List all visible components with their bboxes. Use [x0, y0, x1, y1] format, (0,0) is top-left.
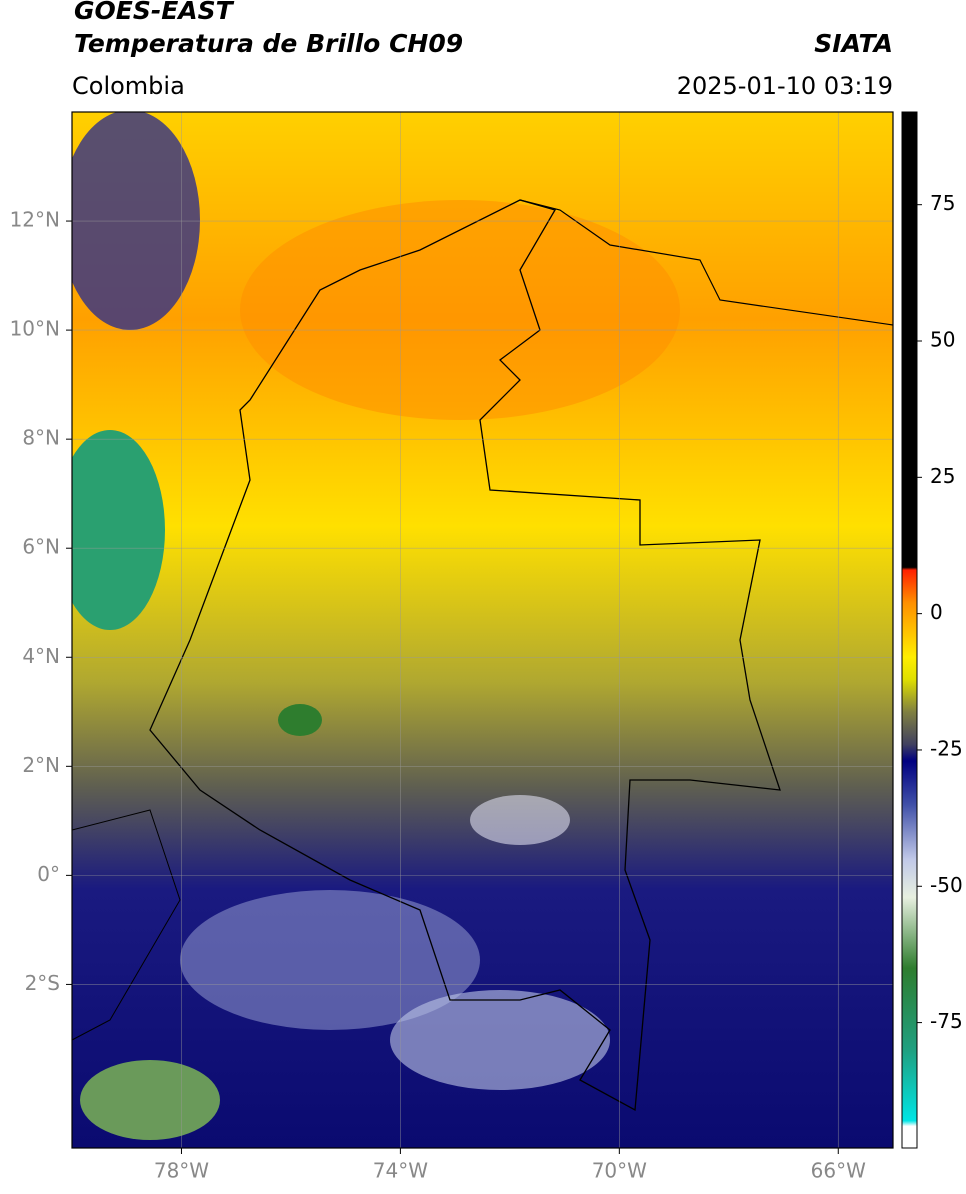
satellite-image: [72, 112, 893, 1148]
grid: [72, 112, 893, 1148]
colorbar-tick-label: -25: [930, 736, 963, 760]
y-tick-label: 2°N: [22, 753, 60, 777]
y-tick-label: 12°N: [10, 208, 60, 232]
colorbar: [901, 111, 918, 1149]
subtitle: Temperatura de Brillo CH09: [74, 29, 463, 58]
colorbar-tick-label: -75: [930, 1009, 963, 1033]
colorbar-tick-label: 25: [930, 464, 955, 488]
map-frame: [71, 111, 894, 1149]
source: SIATA: [814, 29, 893, 58]
y-tick-label: 0°: [37, 862, 60, 886]
colorbar-tick-label: 75: [930, 191, 955, 215]
y-tick-label: 6°N: [22, 535, 60, 559]
y-tick-label: 8°N: [22, 426, 60, 450]
x-tick-label: 74°W: [373, 1159, 428, 1183]
x-tick-label: 78°W: [154, 1159, 209, 1183]
y-tick-label: 10°N: [10, 317, 60, 341]
colorbar-tick-label: -50: [930, 873, 963, 897]
x-tick-label: 70°W: [592, 1159, 647, 1183]
colorbar-tick-label: 50: [930, 328, 955, 352]
y-tick-label: 2°S: [25, 971, 60, 995]
title: GOES-EAST: [74, 0, 235, 25]
x-tick-label: 66°W: [811, 1159, 866, 1183]
timestamp: 2025-01-10 03:19: [677, 72, 893, 100]
colorbar-tick-label: 0: [930, 600, 943, 624]
y-tick-label: 4°N: [22, 644, 60, 668]
region: Colombia: [72, 72, 185, 100]
